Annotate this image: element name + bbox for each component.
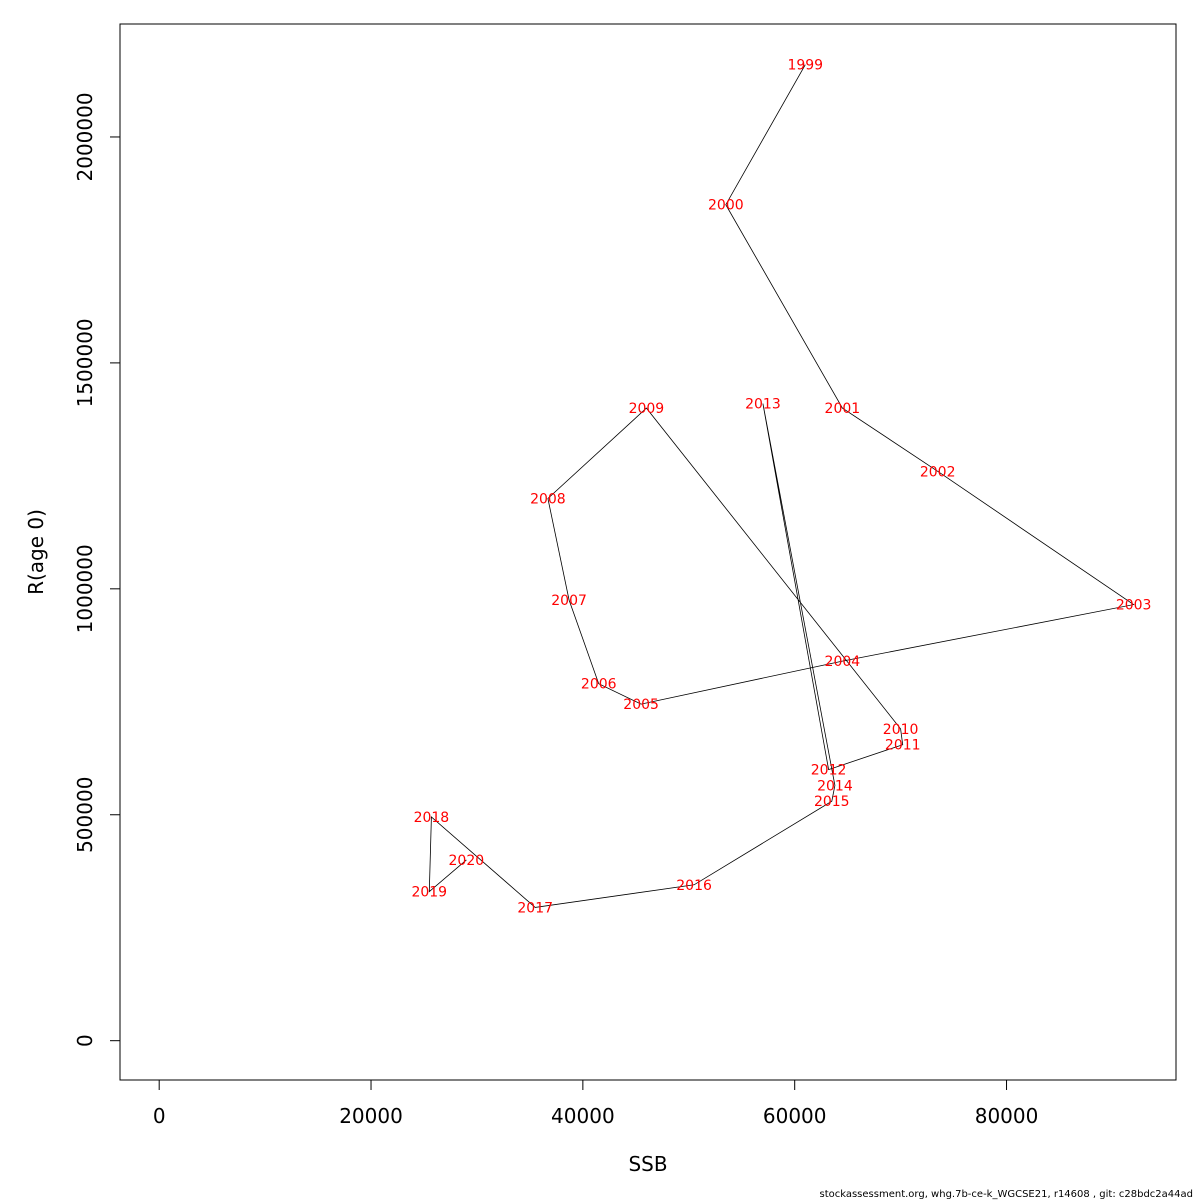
x-tick-label: 80000 (975, 1104, 1039, 1128)
point-label-2010: 2010 (883, 722, 919, 738)
y-axis-title: R(age 0) (24, 509, 48, 595)
point-label-2000: 2000 (708, 198, 744, 214)
stock-recruit-trajectory (428, 64, 1135, 908)
x-axis-title: SSB (628, 1152, 667, 1176)
footer-credit: stockassessment.org, whg.7b-ce-k_WGCSE21… (819, 1189, 1193, 1200)
point-label-2016: 2016 (676, 878, 712, 894)
point-label-2017: 2017 (517, 900, 553, 916)
point-label-2001: 2001 (825, 401, 861, 417)
point-label-2006: 2006 (581, 677, 617, 693)
point-label-2009: 2009 (629, 401, 665, 417)
point-label-2019: 2019 (411, 885, 447, 901)
x-axis: 0 20000 40000 60000 80000 (153, 1079, 1039, 1128)
point-label-2007: 2007 (551, 593, 587, 609)
point-label-2011: 2011 (885, 738, 921, 754)
point-label-2003: 2003 (1116, 598, 1152, 614)
point-label-2008: 2008 (530, 491, 566, 507)
y-tick-label: 500000 (73, 777, 97, 853)
plot-frame (119, 23, 1177, 1081)
x-tick-label: 0 (153, 1104, 166, 1128)
point-label-2020: 2020 (449, 853, 485, 869)
point-label-1999: 1999 (787, 58, 823, 74)
point-label-2018: 2018 (414, 810, 450, 826)
y-axis: 0 500000 1000000 1500000 2000000 (73, 92, 121, 1047)
point-label-2002: 2002 (920, 464, 956, 480)
x-tick-label: 60000 (763, 1104, 827, 1128)
point-label-2005: 2005 (623, 697, 659, 713)
y-tick-label: 0 (73, 1034, 97, 1047)
point-label-2004: 2004 (825, 654, 861, 670)
y-tick-label: 1000000 (73, 544, 97, 633)
x-tick-label: 20000 (339, 1104, 403, 1128)
point-label-2014: 2014 (817, 778, 853, 794)
series-path (428, 64, 1135, 908)
y-tick-label: 1500000 (73, 318, 97, 407)
y-tick-label: 2000000 (73, 92, 97, 181)
point-label-2015: 2015 (814, 794, 850, 810)
point-label-2013: 2013 (745, 397, 781, 413)
point-labels: 1999 2000 2001 2002 2003 2004 2005 2006 2007 2008… (411, 58, 1151, 917)
point-label-2012: 2012 (811, 763, 847, 779)
x-tick-label: 40000 (551, 1104, 615, 1128)
